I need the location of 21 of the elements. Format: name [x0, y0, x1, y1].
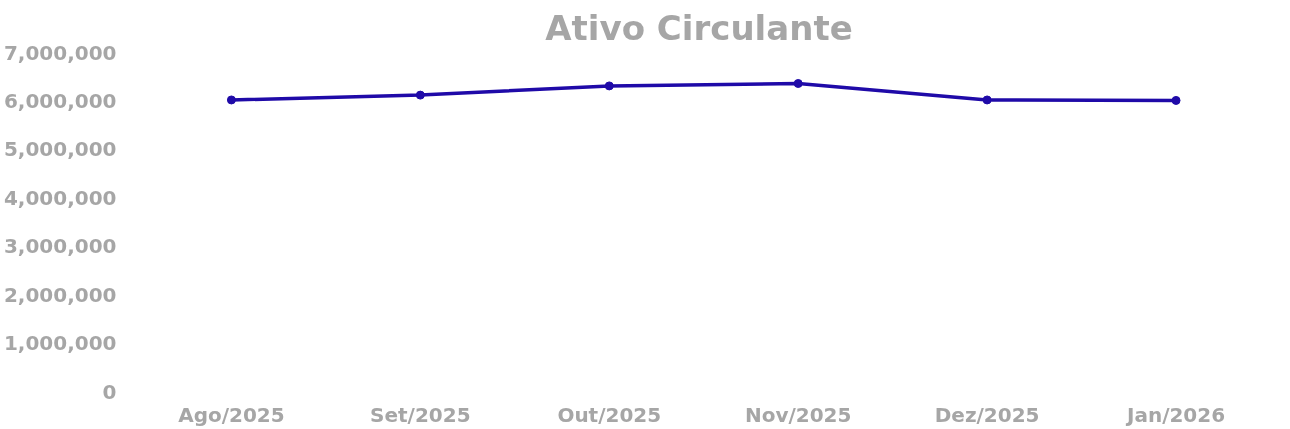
x-tick-label: Set/2025	[370, 402, 471, 427]
y-tick-label: 2,000,000	[3, 282, 117, 307]
y-tick-label: 1,000,000	[3, 331, 117, 356]
x-tick-label: Nov/2025	[744, 402, 852, 427]
y-tick-label: 0	[102, 379, 117, 404]
y-tick-label: 4,000,000	[3, 185, 117, 210]
point	[1171, 95, 1181, 105]
y-tick-label: 7,000,000	[3, 40, 117, 65]
y-tick-label: 6,000,000	[3, 88, 117, 113]
x-tick-label: Jan/2026	[1124, 402, 1226, 427]
point	[226, 95, 236, 105]
y-tick-label: 5,000,000	[3, 137, 117, 162]
x-tick-label: Ago/2025	[178, 402, 285, 427]
x-tick-label: Out/2025	[557, 402, 662, 427]
chart-title: Ativo Circulante	[545, 7, 853, 48]
point	[793, 79, 803, 88]
y-tick-label: 3,000,000	[3, 234, 117, 259]
point	[604, 81, 614, 91]
x-tick-label: Dez/2025	[934, 402, 1040, 427]
point	[982, 95, 992, 105]
point	[415, 90, 425, 100]
